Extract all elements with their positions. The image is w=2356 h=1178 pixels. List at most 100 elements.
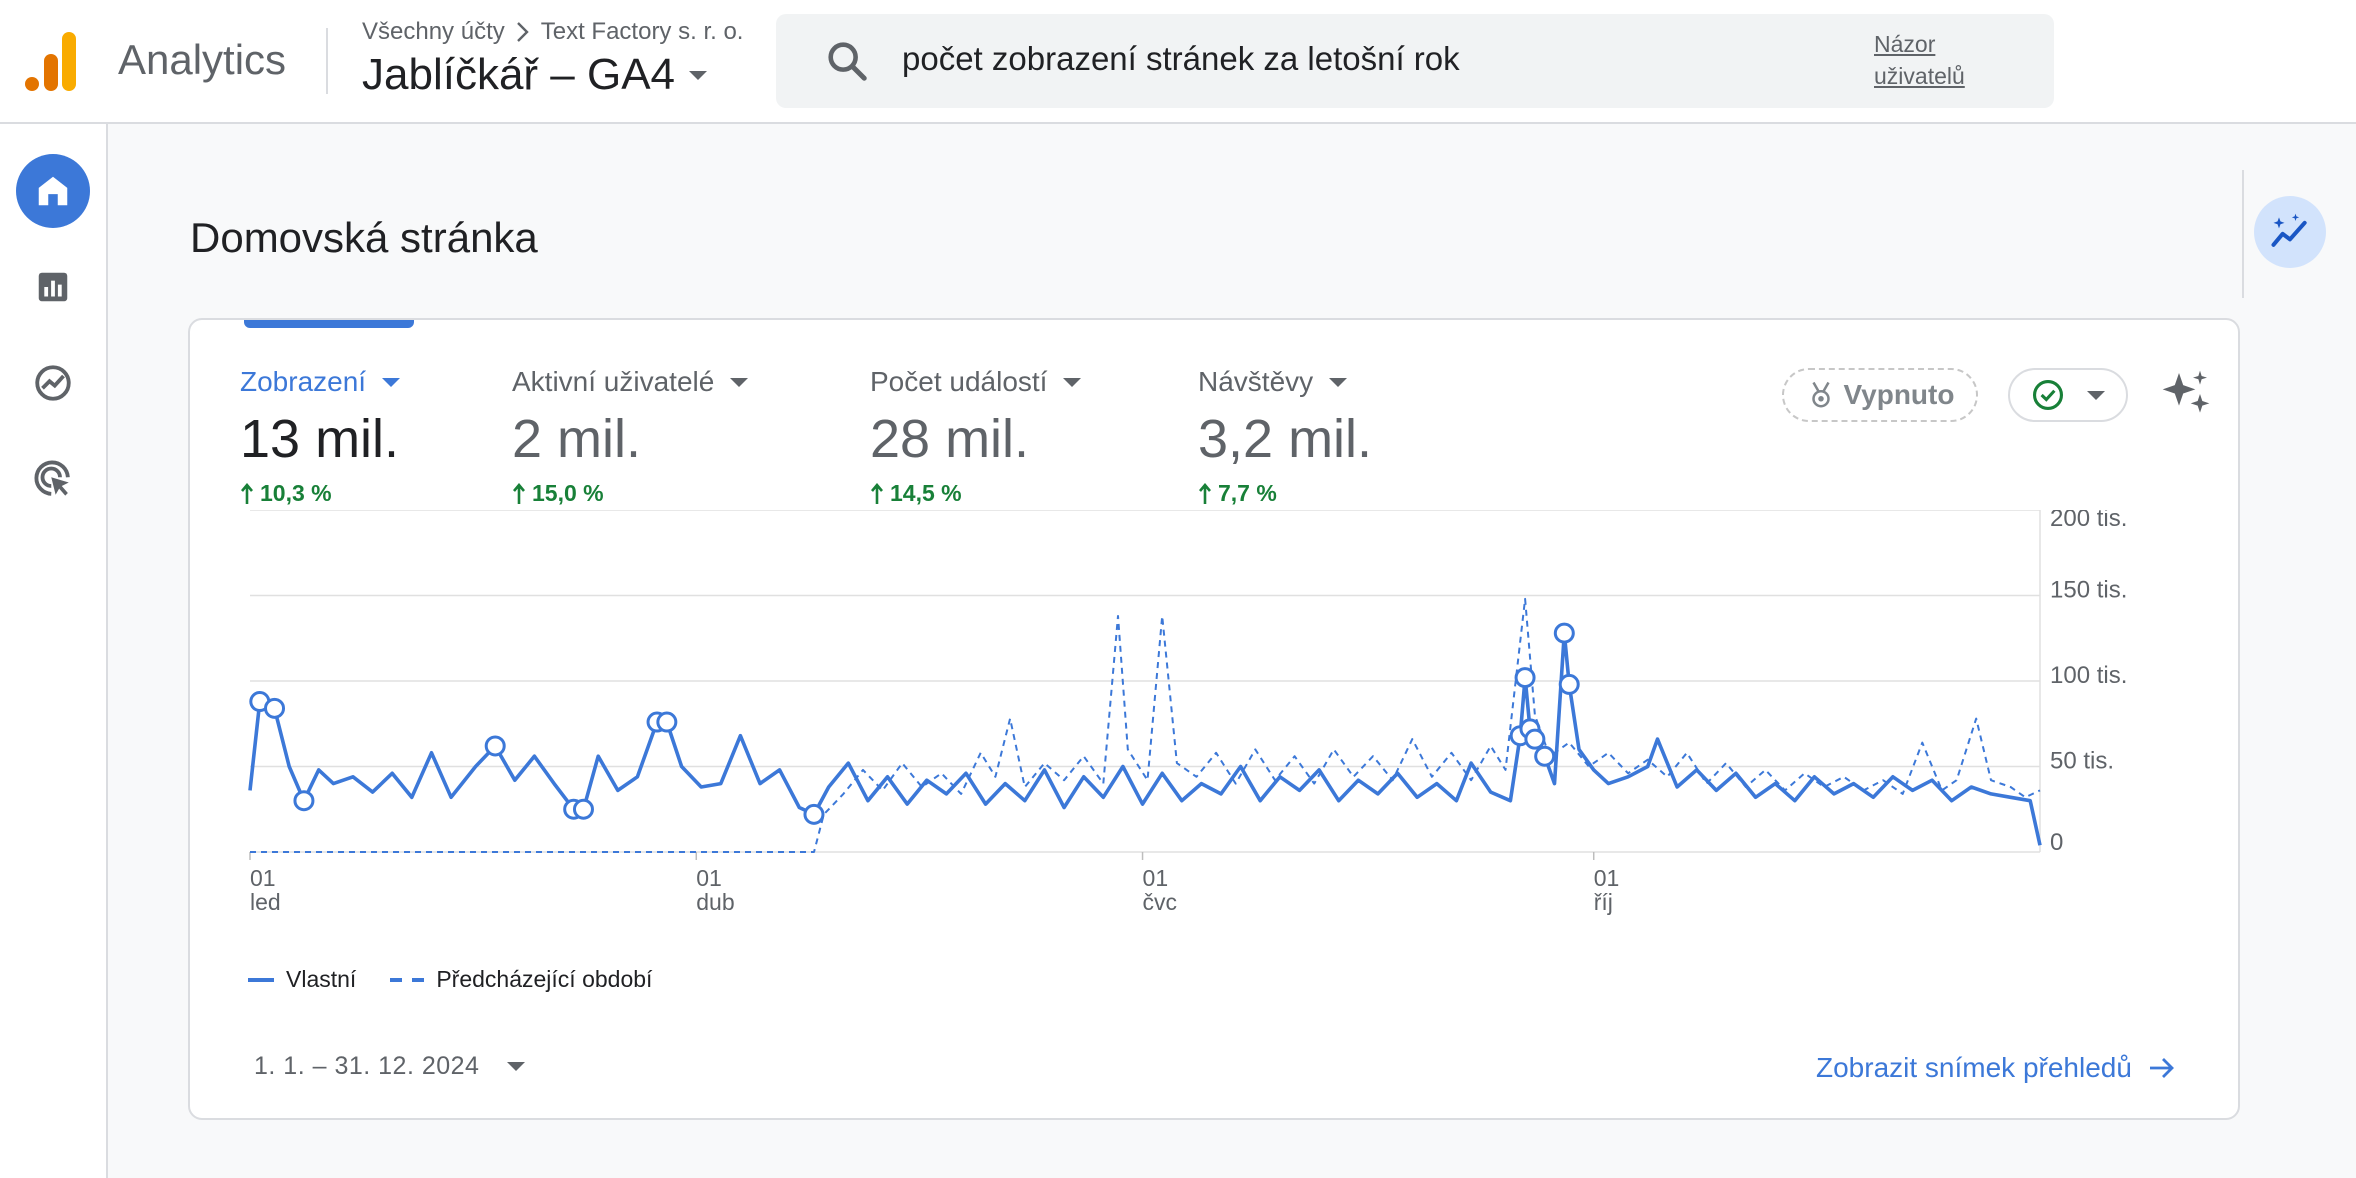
metric-views-label-button[interactable]: Zobrazení — [240, 366, 401, 398]
y-tick-label: 100 tis. — [2050, 662, 2127, 689]
anomaly-point[interactable] — [1558, 673, 1580, 695]
left-nav-rail — [0, 124, 108, 1178]
caret-down-icon — [1329, 377, 1348, 387]
anomaly-point[interactable] — [1553, 622, 1575, 644]
y-tick-label: 0 — [2050, 829, 2063, 856]
explore-trend-icon — [35, 365, 71, 401]
anomaly-point[interactable] — [293, 790, 315, 812]
nav-reports-button[interactable] — [16, 250, 90, 324]
caret-down-icon — [382, 377, 401, 387]
caret-down-icon — [2087, 390, 2105, 400]
x-tick-month: říj — [1594, 889, 1613, 915]
anomaly-point[interactable] — [484, 735, 506, 757]
anomaly-point[interactable] — [1534, 745, 1556, 767]
y-tick-label: 150 tis. — [2050, 577, 2127, 604]
x-tick-day: 01 — [250, 865, 276, 891]
insights-sparkle-chart-icon — [2271, 213, 2307, 247]
metric-active-users[interactable]: Aktivní uživatelé 2 mil. 15,0 % — [512, 366, 749, 507]
property-selector[interactable]: Jablíčkář – GA4 — [362, 50, 708, 100]
arrow-up-icon — [241, 482, 253, 504]
page-title: Domovská stránka — [190, 214, 538, 261]
metric-active-users-value: 2 mil. — [512, 409, 642, 469]
metric-active-users-change-value: 15,0 % — [532, 480, 604, 506]
metric-views-change: 10,3 % — [240, 480, 400, 507]
property-name: Jablíčkář – GA4 — [362, 50, 676, 99]
nav-advertising-button[interactable] — [16, 442, 90, 516]
series-current-line — [248, 631, 2042, 846]
arrow-up-icon — [871, 482, 883, 504]
insights-button[interactable] — [2254, 196, 2326, 268]
y-tick-label: 50 tis. — [2050, 748, 2114, 775]
nav-explore-button[interactable] — [16, 346, 90, 420]
home-icon — [38, 176, 68, 206]
legend-dashed-swatch — [390, 977, 425, 982]
metric-event-count-label-button[interactable]: Počet událostí — [870, 366, 1082, 398]
metric-sessions[interactable]: Návštěvy 3,2 mil. 7,7 % — [1198, 366, 1372, 507]
metric-views[interactable]: Zobrazení 13 mil. 10,3 % — [240, 366, 401, 507]
sparkle-icon[interactable] — [2158, 366, 2214, 422]
anomaly-point[interactable] — [572, 798, 594, 820]
anomaly-point[interactable] — [1514, 667, 1536, 689]
medal-icon — [1811, 381, 1830, 408]
right-divider — [2242, 170, 2244, 298]
chart-legend: Vlastní Předcházející období — [248, 966, 652, 993]
legend-current: Vlastní — [286, 966, 357, 992]
metric-sessions-change: 7,7 % — [1198, 480, 1372, 507]
y-axis-ticks: 200 tis. 150 tis. 100 tis. 50 tis. 0 — [2050, 510, 2127, 856]
snapshot-link-label: Zobrazit snímek přehledů — [1816, 1052, 2132, 1083]
date-range-selector[interactable]: 1. 1. – 31. 12. 2024 — [254, 1052, 526, 1081]
breadcrumb-account[interactable]: Text Factory s. r. o. — [540, 18, 744, 45]
anomaly-toggle-label: Vypnuto — [1843, 379, 1955, 410]
x-tick-day: 01 — [696, 865, 722, 891]
anomaly-toggle-button[interactable]: Vypnuto — [1782, 368, 1978, 422]
search-bar[interactable]: počet zobrazení stránek za letošní rok N… — [776, 14, 2054, 108]
data-quality-dropdown[interactable] — [2008, 368, 2128, 422]
anomaly-point[interactable] — [1524, 728, 1546, 750]
nav-home-button[interactable] — [16, 154, 90, 228]
caret-down-icon — [730, 377, 749, 387]
search-input[interactable]: počet zobrazení stránek za letošní rok — [902, 40, 1460, 77]
metric-event-count-value: 28 mil. — [870, 409, 1030, 469]
views-line-chart[interactable]: 200 tis.150 tis.100 tis.50 tis.0 01led01… — [190, 510, 2240, 950]
arrow-up-icon — [513, 482, 525, 504]
breadcrumb[interactable]: Všechny účty Text Factory s. r. o. — [362, 18, 743, 46]
date-range-value: 1. 1. – 31. 12. 2024 — [254, 1052, 480, 1080]
top-bar: Analytics Všechny účty Text Factory s. r… — [0, 0, 2356, 124]
y-tick-label: 200 tis. — [2050, 510, 2127, 532]
metric-active-users-label: Aktivní uživatelé — [512, 366, 715, 397]
caret-down-icon — [689, 70, 708, 80]
metric-sessions-value: 3,2 mil. — [1198, 409, 1373, 469]
active-tab-indicator — [244, 320, 414, 328]
overview-card: Zobrazení 13 mil. 10,3 % Aktivní uživate… — [188, 318, 2240, 1120]
x-tick-month: led — [250, 889, 281, 915]
metric-views-label: Zobrazení — [240, 366, 367, 397]
caret-down-icon — [507, 1062, 526, 1071]
user-view-link[interactable]: Názor uživatelů — [1874, 31, 1965, 89]
app-name: Analytics — [118, 36, 287, 83]
arrow-up-icon — [1199, 482, 1211, 504]
metric-active-users-label-button[interactable]: Aktivní uživatelé — [512, 366, 749, 398]
metric-event-count-change-value: 14,5 % — [890, 480, 962, 506]
metric-event-count[interactable]: Počet událostí 28 mil. 14,5 % — [870, 366, 1082, 507]
legend-solid-swatch — [248, 977, 274, 982]
metric-sessions-change-value: 7,7 % — [1218, 480, 1277, 506]
view-reports-snapshot-link[interactable]: Zobrazit snímek přehledů — [1816, 1052, 2176, 1084]
caret-down-icon — [1063, 377, 1082, 387]
anomaly-point[interactable] — [803, 803, 825, 825]
metric-event-count-label: Počet událostí — [870, 366, 1048, 397]
header-divider — [326, 28, 328, 94]
series-previous-line — [250, 597, 2041, 853]
x-tick-month: čvc — [1143, 889, 1178, 915]
anomaly-point[interactable] — [656, 711, 678, 733]
bar-chart-icon — [38, 272, 68, 302]
analytics-logo-icon[interactable] — [24, 32, 80, 92]
breadcrumb-all-accounts[interactable]: Všechny účty — [362, 18, 505, 45]
metric-sessions-label-button[interactable]: Návštěvy — [1198, 366, 1372, 398]
check-circle-icon — [2032, 379, 2064, 411]
x-tick-month: dub — [696, 889, 734, 915]
anomaly-point[interactable] — [264, 697, 286, 719]
legend-previous: Předcházející období — [436, 966, 653, 992]
x-tick-day: 01 — [1594, 865, 1620, 891]
x-tick-day: 01 — [1143, 865, 1169, 891]
